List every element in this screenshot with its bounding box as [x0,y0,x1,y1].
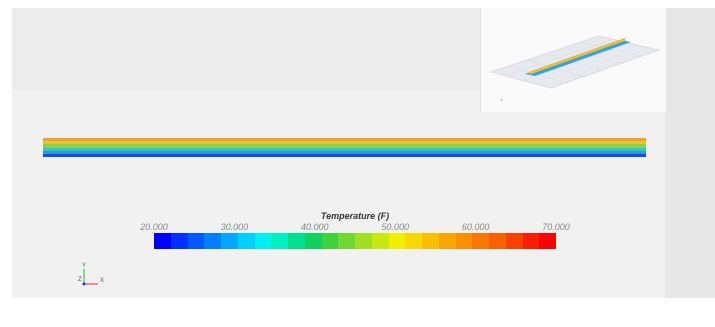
axis-triad: Y Z X [78,263,104,286]
legend-tick-label: 60.000 [461,222,490,232]
slab-orange-band [529,38,626,73]
colorbar-swatch [455,233,473,249]
legend-title: Temperature (F) [320,211,390,221]
inset-axis-marker: ↘ [499,97,503,103]
legend-tick-label: 70.000 [542,222,570,232]
x-axis-label: X [100,278,104,284]
colorbar-swatch [539,233,556,249]
legend-tick-label: 40.000 [301,222,329,232]
colorbar-swatch [388,233,406,249]
colorbar-swatch [288,233,305,249]
strip-band [43,153,646,158]
colorbar-swatch [221,233,238,249]
z-axis-dot [82,282,86,286]
colorbar-swatch [154,233,171,249]
colorbar-swatch [321,233,339,249]
legend-tick-label: 30.000 [220,222,249,232]
colorbar-swatch [204,233,221,249]
colorbar-swatch [522,233,540,249]
colorbar-swatch [505,233,523,249]
orientation-inset-view: ↘ [480,8,666,112]
strip-band [43,141,646,145]
colorbar-swatch [489,233,506,249]
strip-band [43,144,646,148]
legend-tick-label: 50.000 [381,222,409,232]
strip-band [43,147,646,151]
colorbar-swatch [237,233,255,249]
strip-band [43,138,646,142]
isometric-model-preview: ↘ [489,35,661,103]
colorbar-swatch [187,233,205,249]
slab-yellow-band [527,39,627,74]
colorbar-swatch [422,233,439,249]
y-axis-label: Y [82,263,86,269]
side-panel [665,8,715,298]
temperature-colorbar [154,233,556,249]
colorbar-swatch [438,233,456,249]
legend-tick-label: 20.000 [140,222,168,232]
slab-blue-band [525,40,631,76]
colorbar-swatch [304,233,322,249]
colorbar-swatch [472,233,489,249]
colorbar-swatch [271,233,288,249]
colorbar-swatch [371,233,389,249]
colorbar-swatch [254,233,272,249]
colorbar-swatch [338,233,355,249]
colorbar-swatch [170,233,188,249]
strip-band [43,150,646,154]
z-axis-label: Z [78,277,82,283]
legend-tick-labels: 20.000 30.000 40.000 50.000 60.000 70.000 [0,222,715,234]
plate-mesh [502,39,642,85]
temperature-contour-strip[interactable] [43,138,646,158]
colorbar-swatch [355,233,372,249]
base-plate [489,35,661,89]
colorbar-swatch [405,233,422,249]
